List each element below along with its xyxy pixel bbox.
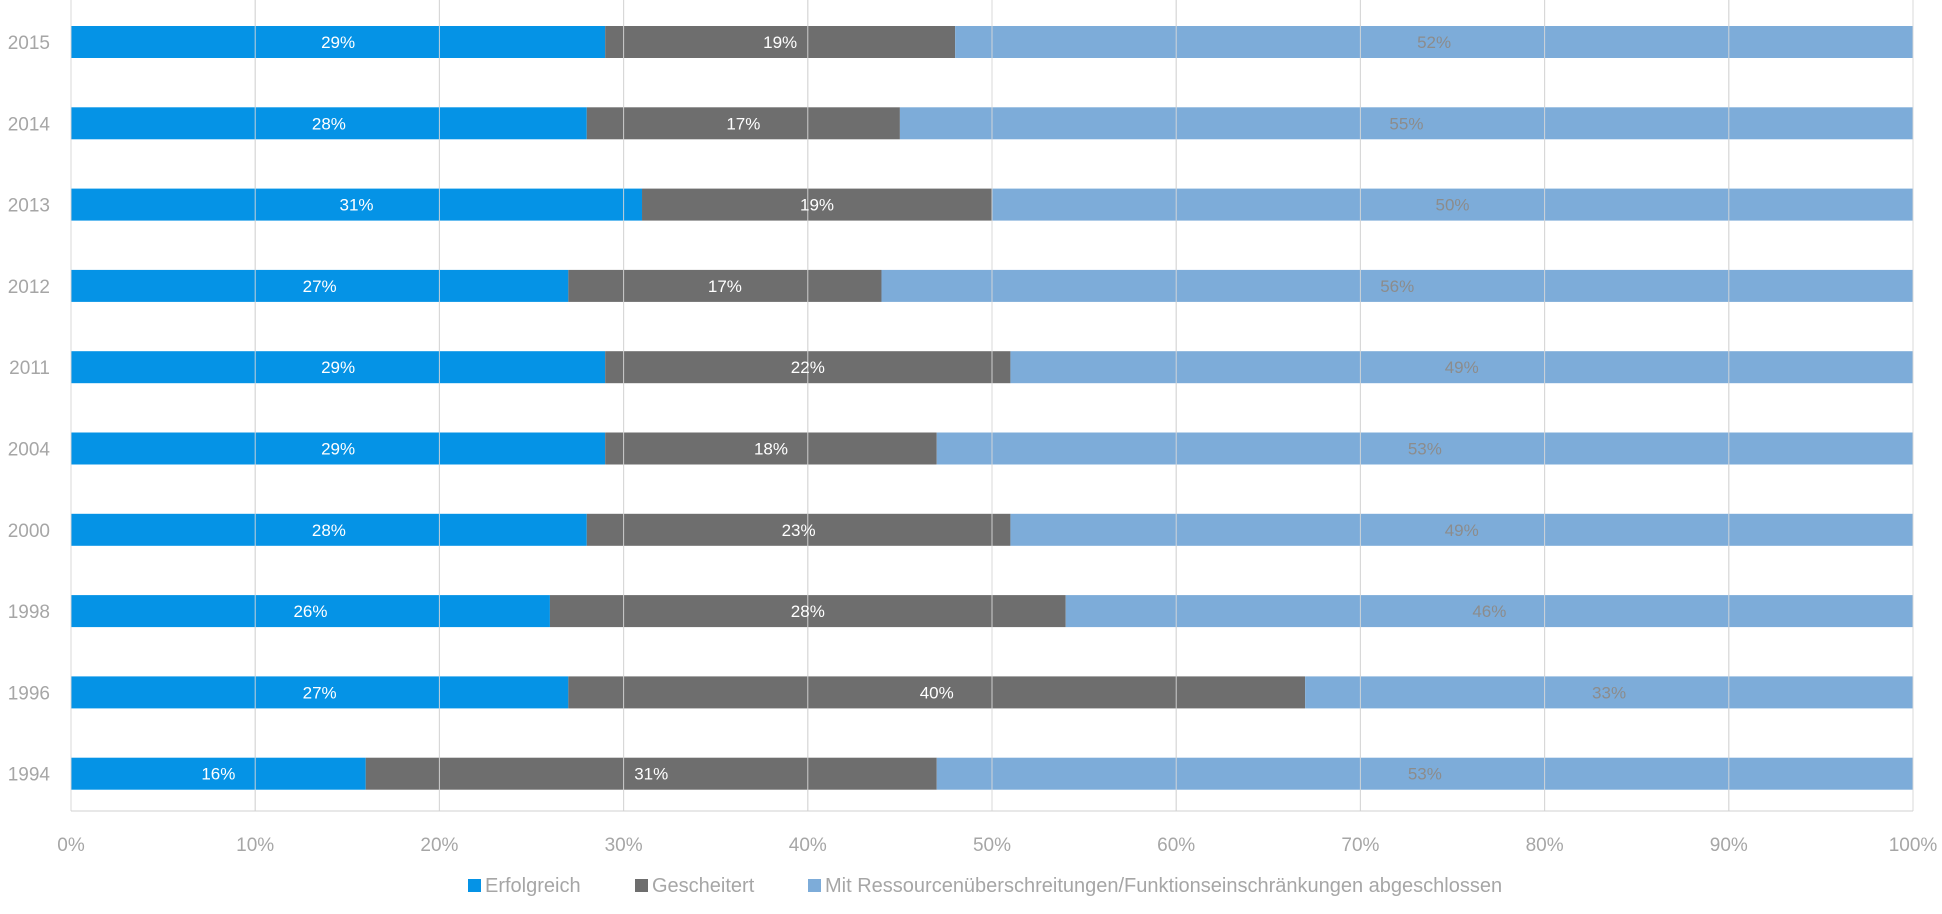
- legend-label: Erfolgreich: [485, 875, 581, 897]
- bar-segment: [586, 107, 900, 140]
- bar-segment: [71, 513, 587, 546]
- data-label: 46%: [1472, 602, 1506, 621]
- y-category-label: 2014: [8, 114, 51, 135]
- axes: 0% 10% 20% 30% 40% 50% 60% 70% 80% 90% 100% 2015 201…: [8, 33, 1938, 856]
- bar-segment: [71, 107, 587, 140]
- data-label: 27%: [303, 277, 337, 296]
- data-label: 53%: [1408, 440, 1442, 459]
- x-tick-label: 20%: [420, 835, 458, 856]
- bar-segment: [642, 188, 992, 221]
- legend-swatch: [808, 879, 821, 892]
- data-labels: 29% 19% 52% 28% 17% 55% 31% 19% 50% 27% 17% 56% 29% 2…: [70, 0, 1914, 811]
- x-tick-label: 100%: [1889, 835, 1938, 856]
- x-tick-label: 90%: [1710, 835, 1748, 856]
- data-label: 16%: [201, 765, 235, 784]
- data-label: 52%: [1417, 33, 1451, 52]
- y-category-label: 2004: [8, 440, 51, 461]
- bar-segment: [1010, 513, 1913, 546]
- bar-segment: [605, 432, 937, 465]
- data-label: 55%: [1389, 114, 1423, 133]
- legend-swatch: [468, 879, 481, 892]
- data-label: 29%: [321, 358, 355, 377]
- bars: [71, 26, 1913, 790]
- legend-swatch: [635, 879, 648, 892]
- bar-segment: [899, 107, 1913, 140]
- bar-segment: [568, 269, 882, 302]
- data-label: 17%: [708, 277, 742, 296]
- bar-segment: [71, 676, 569, 709]
- legend: Erfolgreich Gescheitert Mit Ressourcenüber…: [468, 875, 1502, 897]
- data-label: 27%: [303, 683, 337, 702]
- data-label: 29%: [321, 440, 355, 459]
- x-tick-label: 10%: [236, 835, 274, 856]
- bar-segment: [71, 351, 606, 384]
- x-tick-label: 70%: [1341, 835, 1379, 856]
- bar-segment: [568, 676, 1306, 709]
- x-tick-label: 60%: [1157, 835, 1195, 856]
- x-tick-label: 30%: [605, 835, 643, 856]
- data-label: 26%: [293, 602, 327, 621]
- y-category-label: 2000: [8, 521, 50, 542]
- bar-segment: [586, 513, 1011, 546]
- bar-segment: [1305, 676, 1913, 709]
- legend-label: Gescheitert: [652, 875, 755, 897]
- bar-segment: [71, 188, 643, 221]
- y-category-label: 2011: [9, 358, 50, 379]
- bar-segment: [1010, 351, 1913, 384]
- data-label: 23%: [782, 521, 816, 540]
- data-label: 28%: [312, 114, 346, 133]
- data-label: 28%: [312, 521, 346, 540]
- bar-segment: [71, 269, 569, 302]
- y-category-label: 1998: [8, 602, 50, 623]
- data-label: 22%: [791, 358, 825, 377]
- data-label: 28%: [791, 602, 825, 621]
- bar-segment: [71, 595, 550, 628]
- x-tick-label: 40%: [789, 835, 827, 856]
- bar-segment: [936, 757, 1913, 790]
- bar-segment: [71, 26, 606, 58]
- bar-segment: [605, 26, 956, 58]
- data-label: 19%: [763, 33, 797, 52]
- bar-segment: [955, 26, 1913, 58]
- y-category-label: 2015: [8, 33, 50, 54]
- data-label: 18%: [754, 440, 788, 459]
- bar-segment: [71, 757, 366, 790]
- bar-segment: [71, 432, 606, 465]
- y-category-label: 2012: [8, 277, 50, 298]
- x-tick-label: 0%: [57, 835, 85, 856]
- legend-label: Mit Ressourcenüberschreitungen/Funktions…: [825, 875, 1502, 897]
- data-label: 49%: [1445, 358, 1479, 377]
- bar-segment: [992, 188, 1913, 221]
- data-label: 53%: [1408, 765, 1442, 784]
- data-label: 50%: [1435, 196, 1469, 215]
- y-category-label: 2013: [8, 196, 50, 217]
- bar-segment: [936, 432, 1913, 465]
- x-tick-label: 50%: [973, 835, 1011, 856]
- data-label: 56%: [1380, 277, 1414, 296]
- data-label: 31%: [634, 765, 668, 784]
- bar-segment: [881, 269, 1913, 302]
- x-tick-label: 80%: [1526, 835, 1564, 856]
- y-category-label: 1994: [8, 765, 51, 786]
- data-label: 17%: [726, 114, 760, 133]
- data-label: 19%: [800, 196, 834, 215]
- data-label: 31%: [339, 196, 373, 215]
- data-label: 40%: [920, 683, 954, 702]
- bar-segment: [365, 757, 937, 790]
- data-label: 33%: [1592, 683, 1626, 702]
- y-category-label: 1996: [8, 683, 50, 704]
- bar-segment: [1065, 595, 1913, 628]
- data-label: 29%: [321, 33, 355, 52]
- data-label: 49%: [1445, 521, 1479, 540]
